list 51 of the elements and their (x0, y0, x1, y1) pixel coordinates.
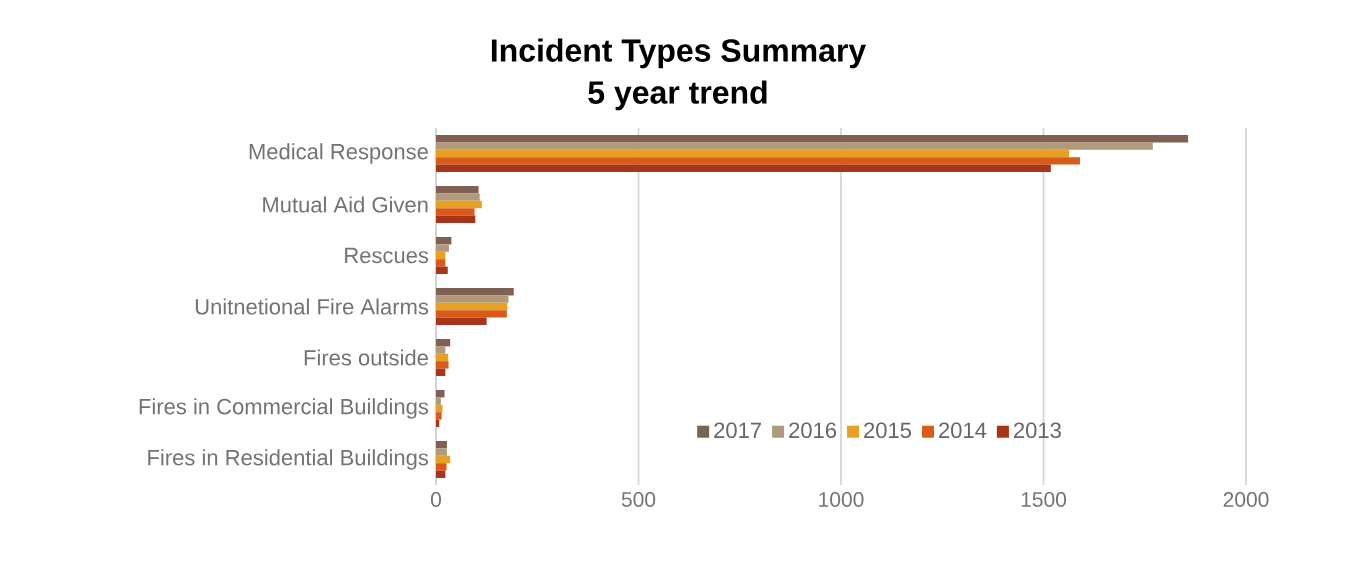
bar (436, 368, 446, 376)
bar (436, 259, 446, 267)
chart-title: Incident Types Summary 5 year trend (491, 38, 867, 111)
bar (436, 149, 1070, 158)
bar (436, 317, 487, 325)
bar (436, 251, 446, 260)
bar (436, 288, 514, 296)
bar (436, 412, 442, 420)
x-tick-label: 0 (430, 492, 442, 507)
bar (436, 200, 482, 209)
y-tick-label: Fires in Residential Buildings (148, 449, 429, 470)
x-tick-label: 500 (621, 492, 656, 507)
legend-label: 2016 (789, 422, 837, 439)
bar (436, 193, 480, 201)
bar (436, 244, 449, 252)
x-tick-label: 1500 (1021, 492, 1067, 507)
bar (436, 463, 447, 471)
bar (436, 237, 452, 245)
bar (436, 353, 449, 362)
bar (436, 142, 1153, 150)
bar (436, 361, 449, 369)
y-tick-label: Fires outside (304, 349, 428, 366)
y-tick-label: Unitnetional Fire Alarms (195, 298, 429, 315)
bar (436, 215, 476, 223)
bar (436, 397, 441, 405)
legend-label: 2013 (1014, 422, 1061, 439)
y-tick-label: Rescues (345, 247, 429, 264)
legend-label: 2015 (864, 422, 912, 439)
bar (436, 164, 1051, 172)
bar (436, 339, 451, 347)
bar (436, 295, 509, 303)
bar (436, 470, 446, 478)
bar (436, 441, 447, 449)
bar (436, 186, 479, 194)
bar (436, 346, 446, 354)
bar (436, 135, 1189, 143)
legend-label: 2017 (714, 422, 761, 439)
legend-label: 2014 (939, 422, 987, 439)
bar (436, 157, 1080, 165)
bar (436, 448, 447, 456)
bar (436, 302, 508, 311)
x-tick-label: 2000 (1223, 492, 1269, 507)
y-tick-label: Fires in Commercial Buildings (139, 398, 429, 419)
bar (436, 390, 445, 398)
bar (436, 310, 507, 318)
x-tick-label: 1000 (819, 492, 864, 507)
bar (436, 266, 448, 274)
bar (436, 208, 475, 216)
y-tick-label: Medical Response (249, 143, 428, 164)
bar (436, 455, 451, 464)
y-tick-label: Mutual Aid Given (263, 196, 428, 213)
